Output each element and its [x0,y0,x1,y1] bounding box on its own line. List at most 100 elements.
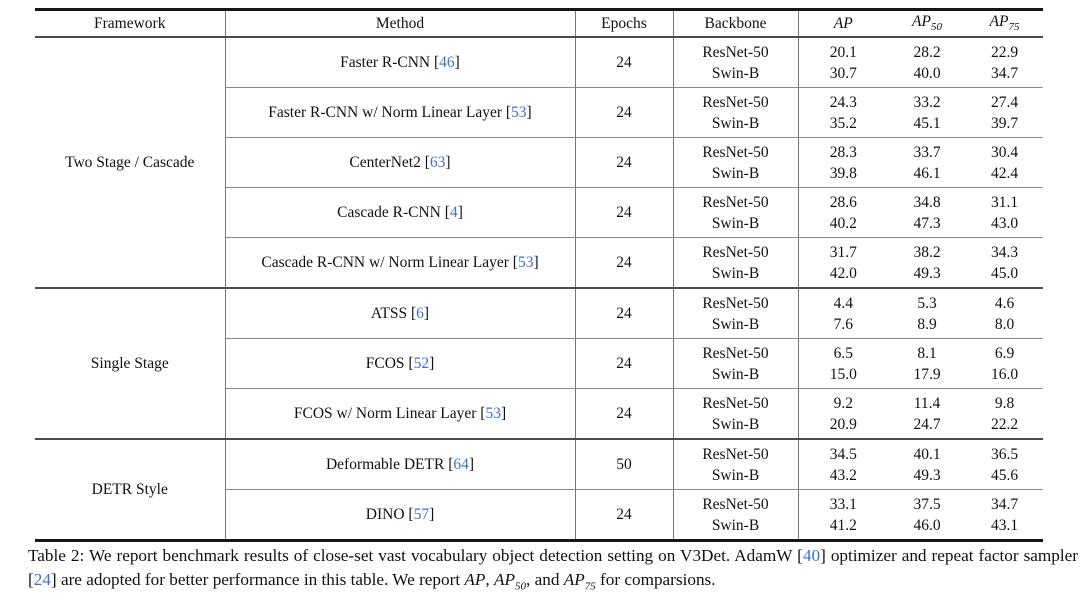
ap50-cell-line: 46.1 [913,164,941,182]
method-cell: DINO [57] [225,489,576,541]
ap50-cell-line: 46.0 [913,516,941,534]
ap50-cell-line: 37.5 [913,495,941,513]
ap75-cell-line: 27.4 [990,93,1019,111]
citation-link[interactable]: [40] [797,546,826,565]
citation-number: 53 [511,103,527,121]
framework-label: DETR Style [91,480,168,498]
backbone-cell: ResNet-50 Swin-B [673,37,799,88]
ap-cell: 28.3 39.8 [798,137,888,188]
epochs-cell: 24 [575,237,674,288]
citation-link[interactable]: [53] [512,253,539,271]
ap-cell-line: 24.3 [829,93,857,111]
backbone-cell: ResNet-50 Swin-B [673,338,799,389]
ap75-cell: 31.1 43.0 [966,187,1043,238]
citation-link[interactable]: [53] [480,404,507,422]
ap50-cell: 33.2 45.1 [888,87,966,138]
method-cell: CenterNet2 [63] [225,137,576,188]
math-ap: AP [464,569,486,589]
epochs-cell: 50 [575,438,674,490]
ap50-cell-line: 17.9 [913,365,941,383]
ap50-cell: 37.5 46.0 [888,489,966,541]
ap50-cell-line: 8.1 [917,344,937,362]
citation-link[interactable]: [4] [444,203,463,221]
ap-cell: 4.4 7.6 [798,287,888,339]
epochs-value: 24 [616,505,632,523]
ap75-cell-line: 45.0 [990,264,1019,282]
method-label: CenterNet2 [349,153,421,171]
ap-cell-line: 20.9 [829,415,857,433]
backbone-cell-line: ResNet-50 [702,495,769,513]
citation-link[interactable]: [53] [505,103,532,121]
ap50-cell-line: 33.2 [913,93,941,111]
ap50-cell: 33.7 46.1 [888,137,966,188]
ap50-cell-line: 24.7 [913,415,941,433]
math-ap: AP [563,569,585,589]
ap50-cell: 40.1 49.3 [888,438,966,490]
ap-cell: 6.5 15.0 [798,338,888,389]
ap-cell-line: 43.2 [829,466,857,484]
ap50-cell-line: 38.2 [913,243,941,261]
method-label: DINO [365,505,405,523]
citation-number: 6 [416,304,424,322]
ap50-cell-line: 40.1 [913,445,941,463]
backbone-cell-line: Swin-B [711,64,760,82]
caption-text: are adopted for better performance in th… [56,569,465,589]
ap-cell: 9.2 20.9 [798,388,888,439]
citation-number: 53 [517,253,534,271]
citation-number: 57 [413,505,430,523]
ap50-cell-line: 40.0 [913,64,941,82]
framework-cell: Single Stage [35,287,226,439]
method-label: Faster R-CNN [340,53,431,71]
backbone-cell-line: ResNet-50 [702,243,769,261]
ap75-cell-line: 43.1 [990,516,1019,534]
method-label: Faster R-CNN w/ Norm Linear Layer [268,103,502,121]
caption-text: Table 2: We report benchmark results of … [28,546,798,565]
method-cell: Cascade R-CNN w/ Norm Linear Layer [53] [225,237,576,288]
ap-cell: 24.3 35.2 [798,87,888,138]
math-ap: AP [494,569,516,589]
ap50-cell-line: 49.3 [913,466,941,484]
method-cell: FCOS w/ Norm Linear Layer [53] [225,388,576,439]
ap-cell-line: 7.6 [833,315,853,333]
backbone-cell-line: Swin-B [711,164,760,182]
epochs-value: 24 [616,153,632,171]
citation-link[interactable]: [6] [410,304,430,322]
backbone-cell-line: ResNet-50 [702,193,769,211]
backbone-cell: ResNet-50 Swin-B [673,489,799,541]
method-label: Cascade R-CNN [337,203,441,221]
backbone-cell: ResNet-50 Swin-B [673,388,799,439]
ap50-cell: 11.4 24.7 [888,388,966,439]
epochs-value: 24 [616,304,632,322]
backbone-cell-line: Swin-B [711,114,760,132]
citation-number: 64 [453,455,469,473]
method-label: FCOS [365,354,405,372]
epochs-cell: 24 [575,137,674,188]
ap75-cell-line: 42.4 [990,164,1019,182]
citation-link[interactable]: [24] [28,569,57,589]
backbone-cell-line: Swin-B [711,214,760,232]
epochs-cell: 24 [575,489,674,541]
caption-text: , [485,569,495,589]
citation-number: 53 [485,404,501,422]
method-cell: Faster R-CNN w/ Norm Linear Layer [53] [225,87,576,138]
backbone-cell: ResNet-50 Swin-B [673,438,799,490]
backbone-cell: ResNet-50 Swin-B [673,287,799,339]
method-cell: ATSS [6] [225,287,576,339]
ap-cell-line: 28.6 [829,193,857,211]
ap50-cell: 28.2 40.0 [888,37,966,88]
epochs-value: 24 [616,203,632,221]
epochs-value: 24 [616,53,632,71]
citation-link[interactable]: [63] [424,153,451,171]
citation-link[interactable]: [57] [408,505,435,523]
ap75-cell: 34.7 43.1 [966,489,1043,541]
citation-link[interactable]: [64] [448,455,475,473]
table-row: DINO [57] 24 ResNet-50 Swin-B 33.1 41.2 37.5 46… [35,489,1043,541]
ap75-cell: 27.4 39.7 [966,87,1043,138]
backbone-cell-line: Swin-B [711,315,760,333]
citation-link[interactable]: [46] [434,53,460,71]
epochs-value: 24 [616,103,632,121]
epochs-cell: 24 [575,87,674,138]
citation-link[interactable]: [52] [408,354,435,372]
table-row: Two Stage / Cascade Faster R-CNN [46] 24 Re… [35,37,1043,288]
col-header-framework: Framework [35,9,226,38]
